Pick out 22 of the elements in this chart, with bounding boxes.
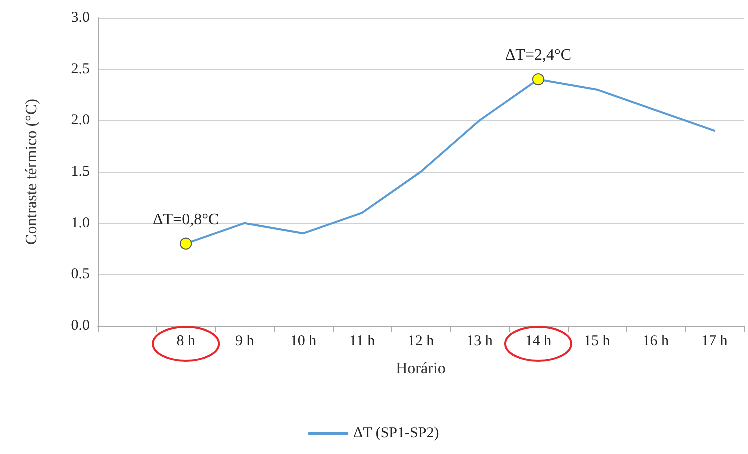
y-tick-label: 0.5: [71, 266, 90, 283]
annotation: ΔT=0,8°C: [153, 211, 220, 228]
x-tick-label: 9 h: [235, 334, 255, 350]
x-tick-label: 13 h: [466, 334, 494, 350]
x-tick-label: 17 h: [702, 334, 728, 350]
annotation: ΔT=2,4°C: [505, 47, 572, 64]
y-tick-label: 0.0: [71, 318, 90, 334]
y-tick-label: 2.0: [71, 112, 90, 129]
y-tick-label: 2.5: [71, 61, 90, 78]
y-tick-label: 1.0: [71, 215, 90, 232]
x-tick-label: 10 h: [290, 334, 318, 350]
legend-label: ΔT (SP1-SP2): [354, 426, 440, 442]
y-tick-label: 3.0: [71, 10, 90, 26]
x-axis-title: Horário: [396, 360, 446, 378]
x-tick-label: 11 h: [349, 334, 376, 350]
x-tick-label: 15 h: [584, 334, 611, 350]
x-tick-label: 8 h: [176, 334, 196, 350]
x-tick-label: 12 h: [408, 334, 435, 350]
x-tick-label: 14 h: [525, 334, 552, 350]
x-tick-label: 16 h: [642, 334, 670, 350]
y-tick-label: 1.5: [71, 164, 90, 180]
y-axis-title: Contraste térmico (°C): [24, 99, 40, 245]
